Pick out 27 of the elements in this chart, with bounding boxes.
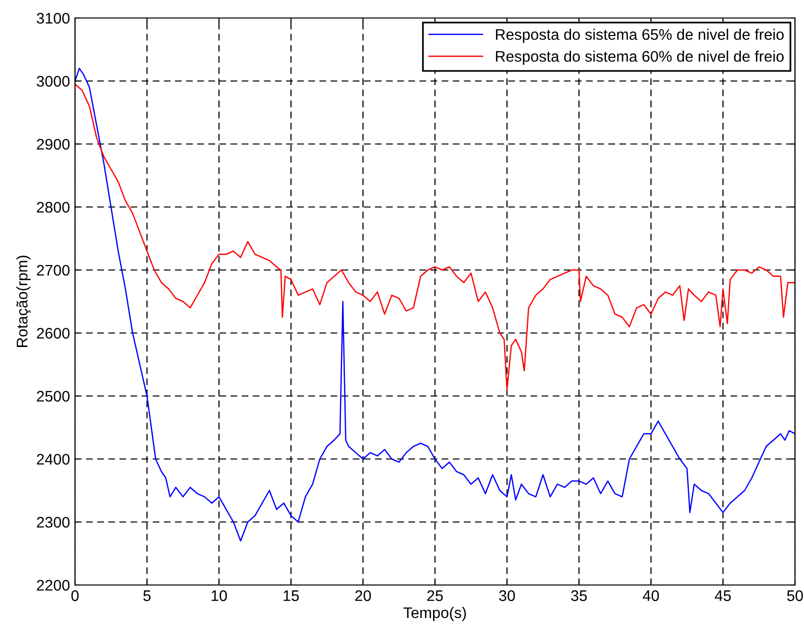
y-tick-label: 2200 — [36, 580, 70, 591]
x-tick-label: 5 — [143, 590, 151, 602]
y-tick-label: 3000 — [36, 76, 70, 87]
x-tick-label: 30 — [499, 590, 515, 602]
y-tick-label: 2600 — [36, 328, 70, 339]
y-tick-label: 2500 — [36, 390, 70, 402]
x-tick-label: 40 — [642, 590, 659, 602]
y-tick-label: 2400 — [36, 454, 70, 465]
line-series — [75, 68, 795, 542]
x-tick-label: 50 — [787, 590, 803, 602]
x-tick-label: 20 — [355, 590, 371, 602]
legend-label: Resposta do sistema 65% de nivel de freio — [496, 28, 784, 43]
y-tick-label: 3100 — [36, 12, 70, 24]
x-tick-label: 10 — [212, 590, 227, 602]
y-axis-title: Rotação(rpm) — [16, 256, 31, 347]
line-series — [75, 84, 795, 390]
x-tick-label: 25 — [427, 590, 443, 602]
y-tick-label: 2700 — [36, 264, 70, 276]
y-tick-label: 2900 — [36, 138, 70, 150]
y-tick-label: 2300 — [36, 516, 70, 528]
y-tick-label: 2800 — [36, 202, 70, 213]
x-tick-label: 45 — [714, 590, 731, 602]
x-tick-label: 15 — [284, 590, 299, 602]
legend-label: Resposta do sistema 60% de nivel de freio — [496, 50, 784, 65]
x-tick-label: 35 — [571, 590, 587, 602]
x-tick-label: 0 — [71, 590, 79, 602]
x-axis-title: Tempo(s) — [404, 606, 466, 622]
